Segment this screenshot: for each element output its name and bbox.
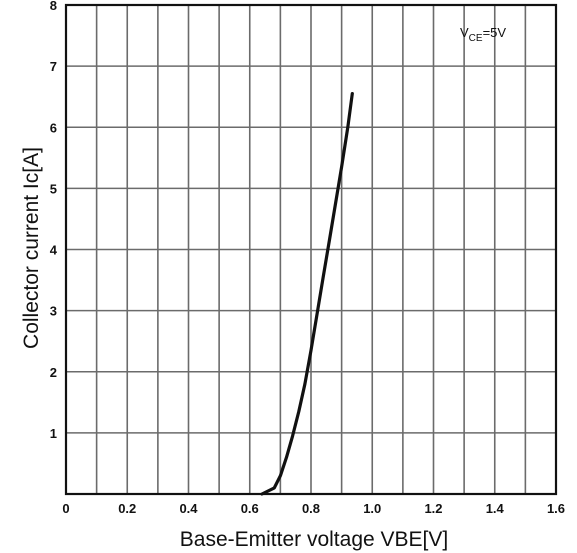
x-tick-label: 1.4 bbox=[486, 501, 505, 516]
annotation-main: V bbox=[460, 25, 469, 40]
x-tick-label: 1.6 bbox=[547, 501, 565, 516]
x-tick-label: 0.4 bbox=[179, 501, 198, 516]
annotation-rest: =5V bbox=[483, 25, 507, 40]
annotation-subscript: CE bbox=[469, 33, 483, 44]
x-tick-label: 0.8 bbox=[302, 501, 320, 516]
y-tick-labels: 1 2 3 4 5 6 7 8 bbox=[50, 0, 58, 441]
x-tick-label: 0.6 bbox=[241, 501, 259, 516]
x-tick-label: 1.2 bbox=[424, 501, 442, 516]
condition-annotation: VCE=5V bbox=[460, 25, 506, 44]
y-tick-label: 8 bbox=[50, 0, 57, 13]
grid bbox=[66, 5, 556, 494]
x-tick-labels: 0 0.2 0.4 0.6 0.8 1.0 1.2 1.4 1.6 bbox=[62, 501, 565, 516]
y-tick-label: 2 bbox=[50, 365, 57, 380]
x-tick-label: 1.0 bbox=[363, 501, 381, 516]
y-tick-label: 3 bbox=[50, 304, 57, 319]
ic-vbe-curve bbox=[260, 91, 354, 496]
y-tick-label: 7 bbox=[50, 59, 57, 74]
y-tick-label: 1 bbox=[50, 426, 57, 441]
y-tick-label: 5 bbox=[50, 181, 57, 196]
x-tick-label: 0.2 bbox=[118, 501, 136, 516]
y-axis-label: Collector current Ic[A] bbox=[20, 147, 43, 349]
y-tick-label: 4 bbox=[50, 243, 58, 258]
x-axis-label: Base-Emitter voltage VBE[V] bbox=[180, 528, 448, 551]
plot-frame bbox=[64, 3, 558, 496]
series-layer bbox=[260, 91, 354, 496]
y-tick-label: 6 bbox=[50, 120, 57, 135]
x-tick-label: 0 bbox=[62, 501, 69, 516]
